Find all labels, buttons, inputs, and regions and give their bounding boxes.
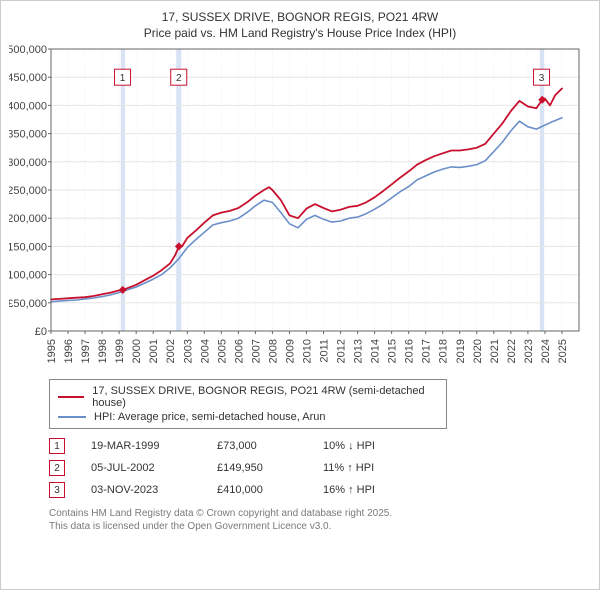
x-tick-label: 1997 xyxy=(80,339,92,363)
transaction-row: 2 05-JUL-2002 £149,950 11% ↑ HPI xyxy=(49,457,591,479)
y-tick-label: £50,000 xyxy=(9,298,47,310)
chart-svg: 1 2 3 £0 £50,000 £100,000 £150,000 £200,000 £250… xyxy=(9,43,589,373)
title-line-1: 17, SUSSEX DRIVE, BOGNOR REGIS, PO21 4RW xyxy=(9,9,591,25)
x-tick-label: 2010 xyxy=(301,339,313,363)
marker-label-2: 2 xyxy=(176,74,182,85)
legend-swatch xyxy=(58,416,86,418)
x-tick-label: 2015 xyxy=(387,339,399,363)
x-tick-label: 2004 xyxy=(199,339,211,363)
y-tick-label: £200,000 xyxy=(9,214,47,226)
x-tick-label: 2001 xyxy=(148,339,160,363)
y-tick-label: £350,000 xyxy=(9,129,47,141)
y-tick-label: £500,000 xyxy=(9,44,47,56)
footer-line-1: Contains HM Land Registry data © Crown c… xyxy=(49,507,591,520)
x-tick-label: 2000 xyxy=(131,339,143,363)
x-tick-label: 2013 xyxy=(353,339,365,363)
x-tick-label: 2002 xyxy=(165,339,177,363)
transaction-marker: 2 xyxy=(49,460,65,476)
transaction-delta: 16% ↑ HPI xyxy=(323,484,403,496)
x-tick-label: 2007 xyxy=(250,339,262,363)
x-tick-label: 2023 xyxy=(523,339,535,363)
x-tick-label: 2017 xyxy=(421,339,433,363)
y-tick-label: £450,000 xyxy=(9,73,47,85)
legend-row: 17, SUSSEX DRIVE, BOGNOR REGIS, PO21 4RW… xyxy=(58,384,438,410)
transaction-price: £410,000 xyxy=(217,484,297,496)
transaction-price: £73,000 xyxy=(217,440,297,452)
x-tick-label: 1999 xyxy=(114,339,126,363)
x-tick-label: 2009 xyxy=(284,339,296,363)
transaction-row: 1 19-MAR-1999 £73,000 10% ↓ HPI xyxy=(49,435,591,457)
line-chart: 1 2 3 £0 £50,000 £100,000 £150,000 £200,000 £250… xyxy=(9,43,591,373)
x-tick-label: 2014 xyxy=(370,339,382,363)
y-tick-label: £100,000 xyxy=(9,270,47,282)
marker-label-1: 1 xyxy=(120,74,126,85)
x-tick-label: 2021 xyxy=(489,339,501,363)
transaction-delta: 11% ↑ HPI xyxy=(323,462,403,474)
transaction-marker: 1 xyxy=(49,438,65,454)
transaction-row: 3 03-NOV-2023 £410,000 16% ↑ HPI xyxy=(49,479,591,501)
x-tick-label: 1996 xyxy=(63,339,75,363)
y-tick-label: £300,000 xyxy=(9,157,47,169)
y-tick-label: £150,000 xyxy=(9,242,47,254)
x-tick-label: 2006 xyxy=(233,339,245,363)
transaction-date: 03-NOV-2023 xyxy=(91,484,191,496)
legend-row: HPI: Average price, semi-detached house,… xyxy=(58,410,438,424)
x-tick-label: 2003 xyxy=(182,339,194,363)
x-tick-label: 2012 xyxy=(336,339,348,363)
x-tick-label: 2016 xyxy=(404,339,416,363)
x-tick-label: 2005 xyxy=(216,339,228,363)
x-tick-label: 2024 xyxy=(540,339,552,363)
x-tick-label: 2011 xyxy=(319,339,331,363)
y-tick-label: £0 xyxy=(35,326,47,338)
x-tick-label: 2008 xyxy=(267,339,279,363)
chart-container: 17, SUSSEX DRIVE, BOGNOR REGIS, PO21 4RW… xyxy=(0,0,600,590)
legend-swatch xyxy=(58,396,84,398)
x-tick-label: 2020 xyxy=(472,339,484,363)
x-tick-label: 2019 xyxy=(455,339,467,363)
legend: 17, SUSSEX DRIVE, BOGNOR REGIS, PO21 4RW… xyxy=(49,379,447,429)
transactions-table: 1 19-MAR-1999 £73,000 10% ↓ HPI 2 05-JUL-2002… xyxy=(49,435,591,501)
transaction-date: 05-JUL-2002 xyxy=(91,462,191,474)
title-block: 17, SUSSEX DRIVE, BOGNOR REGIS, PO21 4RW… xyxy=(9,9,591,41)
x-tick-label: 1998 xyxy=(97,339,109,363)
transaction-price: £149,950 xyxy=(217,462,297,474)
x-tick-label: 2018 xyxy=(438,339,450,363)
footer-line-2: This data is licensed under the Open Gov… xyxy=(49,520,591,533)
y-tick-label: £400,000 xyxy=(9,101,47,113)
x-tick-label: 1995 xyxy=(46,339,58,363)
transaction-marker: 3 xyxy=(49,482,65,498)
transaction-delta: 10% ↓ HPI xyxy=(323,440,403,452)
marker-label-3: 3 xyxy=(539,74,545,85)
title-line-2: Price paid vs. HM Land Registry's House … xyxy=(9,25,591,41)
footer: Contains HM Land Registry data © Crown c… xyxy=(49,507,591,533)
x-tick-label: 2025 xyxy=(557,339,569,363)
y-tick-label: £250,000 xyxy=(9,185,47,197)
legend-label: HPI: Average price, semi-detached house,… xyxy=(94,411,326,423)
transaction-date: 19-MAR-1999 xyxy=(91,440,191,452)
x-tick-label: 2022 xyxy=(506,339,518,363)
legend-label: 17, SUSSEX DRIVE, BOGNOR REGIS, PO21 4RW… xyxy=(92,385,438,409)
